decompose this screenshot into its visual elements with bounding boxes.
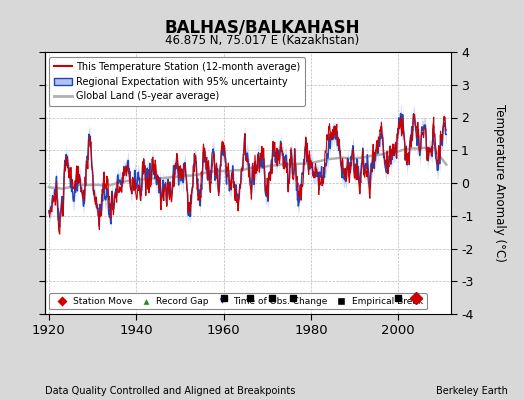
Text: Berkeley Earth: Berkeley Earth xyxy=(436,386,508,396)
Text: Data Quality Controlled and Aligned at Breakpoints: Data Quality Controlled and Aligned at B… xyxy=(45,386,295,396)
Legend: Station Move, Record Gap, Time of Obs. Change, Empirical Break: Station Move, Record Gap, Time of Obs. C… xyxy=(49,293,427,310)
Text: BALHAS/BALKAHASH: BALHAS/BALKAHASH xyxy=(164,18,360,36)
Y-axis label: Temperature Anomaly (°C): Temperature Anomaly (°C) xyxy=(493,104,506,262)
Text: 46.875 N, 75.017 E (Kazakhstan): 46.875 N, 75.017 E (Kazakhstan) xyxy=(165,34,359,47)
